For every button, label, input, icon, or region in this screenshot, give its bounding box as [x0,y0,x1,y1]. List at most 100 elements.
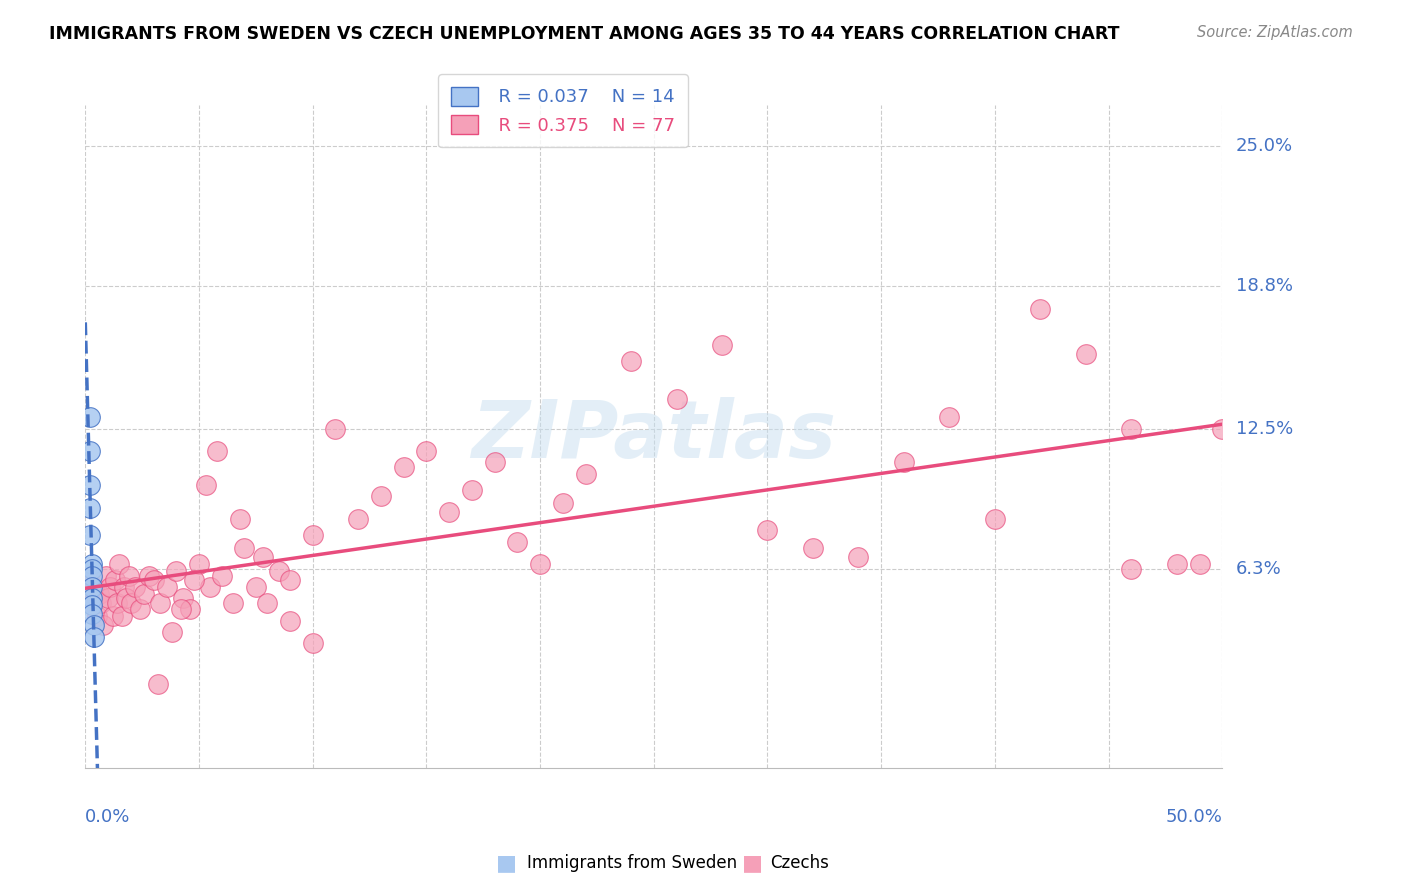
Point [370,489,392,503]
Point [170,602,193,616]
Point [938,410,960,425]
Point [252,550,274,565]
Point [415,444,437,458]
Point [79,568,101,582]
Point [188,558,211,572]
Point [301,636,323,650]
Point [461,483,484,497]
Text: 12.5%: 12.5% [1236,419,1294,438]
Text: 18.8%: 18.8% [1236,277,1294,295]
Point [79,410,101,425]
Text: 25.0%: 25.0% [1236,136,1294,155]
Point [801,541,824,556]
Point [142,573,165,587]
Point [83,630,105,644]
Point [756,524,779,538]
Point [105,596,128,610]
Text: ■: ■ [496,854,516,873]
Point [347,512,370,526]
Point [620,353,643,368]
Point [1166,558,1188,572]
Point [484,455,506,469]
Point [112,580,135,594]
Point [267,564,290,578]
Point [172,591,194,606]
Text: 6.3%: 6.3% [1236,560,1282,578]
Point [90,596,112,610]
Text: 50.0%: 50.0% [1166,808,1222,827]
Text: Czechs: Czechs [770,855,830,872]
Point [325,421,347,435]
Point [108,558,131,572]
Text: 0.0%: 0.0% [86,808,131,827]
Point [183,573,205,587]
Point [82,596,104,610]
Point [529,558,551,572]
Point [160,625,183,640]
Point [82,558,104,572]
Point [120,596,142,610]
Point [138,568,160,582]
Point [79,444,101,458]
Point [222,596,245,610]
Point [1121,562,1143,576]
Point [551,496,574,510]
Point [97,591,120,606]
Point [665,392,688,406]
Point [205,444,228,458]
Point [200,580,222,594]
Point [437,505,460,519]
Point [115,591,138,606]
Point [82,598,104,612]
Point [83,580,105,594]
Point [79,528,101,542]
Point [256,596,278,610]
Point [165,564,187,578]
Point [179,602,201,616]
Point [98,580,121,594]
Point [94,568,117,582]
Point [79,500,101,515]
Point [124,580,146,594]
Point [128,602,150,616]
Point [111,609,134,624]
Point [245,580,267,594]
Text: IMMIGRANTS FROM SWEDEN VS CZECH UNEMPLOYMENT AMONG AGES 35 TO 44 YEARS CORRELATI: IMMIGRANTS FROM SWEDEN VS CZECH UNEMPLOY… [49,25,1119,43]
Point [1121,421,1143,435]
Point [229,512,252,526]
Point [83,618,105,632]
Point [1029,301,1052,316]
Point [82,580,104,594]
Text: Immigrants from Sweden: Immigrants from Sweden [527,855,737,872]
Point [146,677,169,691]
Text: ■: ■ [742,854,762,873]
Point [117,568,139,582]
Point [984,512,1007,526]
Point [506,534,529,549]
Point [101,609,124,624]
Point [1188,558,1211,572]
Point [134,586,156,600]
Point [893,455,915,469]
Point [82,562,104,576]
Point [1211,421,1233,435]
Point [149,596,172,610]
Point [156,580,179,594]
Point [211,568,233,582]
Point [392,460,415,475]
Point [82,568,104,582]
Point [194,478,217,492]
Point [82,607,104,621]
Point [79,478,101,492]
Point [711,338,734,352]
Point [87,586,110,600]
Point [86,609,108,624]
Legend:   R = 0.037    N = 14,   R = 0.375    N = 77: R = 0.037 N = 14, R = 0.375 N = 77 [439,74,688,147]
Point [93,618,115,632]
Point [104,573,127,587]
Point [233,541,256,556]
Point [82,591,104,606]
Point [574,467,596,481]
Text: Source: ZipAtlas.com: Source: ZipAtlas.com [1197,25,1353,40]
Point [278,614,301,628]
